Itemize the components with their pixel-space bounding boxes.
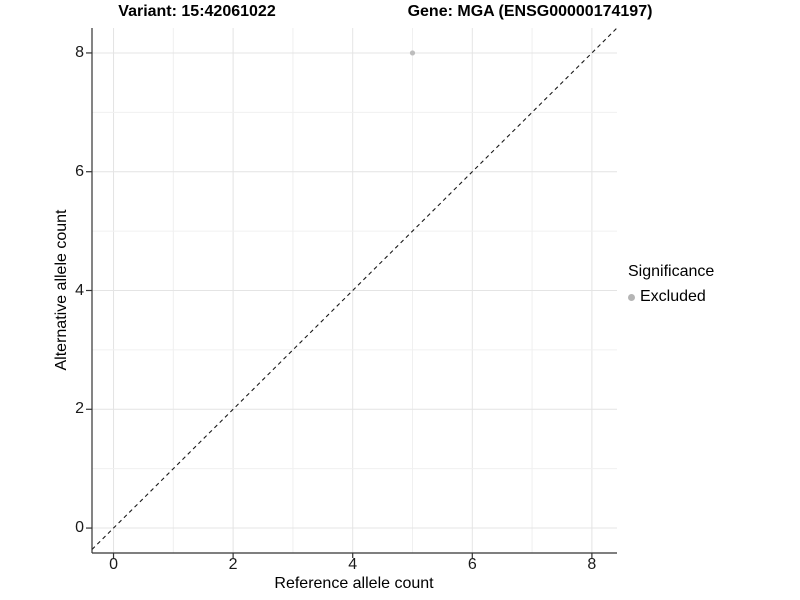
y-tick-label: 2 (75, 400, 84, 418)
legend: Significance Excluded (628, 263, 714, 306)
plot-panel (86, 27, 618, 558)
y-tick-label: 6 (75, 162, 84, 180)
legend-item-label: Excluded (640, 288, 706, 305)
y-tick-label: 8 (75, 43, 84, 61)
data-point (409, 50, 416, 56)
plot-canvas (86, 27, 618, 558)
identity-line (91, 27, 618, 550)
y-tick-label: 0 (75, 519, 84, 537)
x-tick-label: 2 (228, 556, 238, 573)
x-axis-title: Reference allele count (274, 575, 434, 592)
x-tick-label: 8 (587, 556, 597, 573)
excluded-point-icon (628, 293, 635, 301)
y-axis-title: Alternative allele count (53, 209, 70, 371)
legend-title: Significance (628, 263, 715, 280)
x-tick-label: 6 (467, 556, 477, 573)
y-tick-label: 4 (75, 281, 84, 299)
variant-title: Variant: 15:42061022 (118, 3, 276, 20)
x-tick-label: 4 (348, 556, 358, 573)
x-tick-label: 0 (109, 556, 118, 573)
legend-item-excluded: Excluded (628, 288, 714, 306)
gene-title: Gene: MGA (ENSG00000174197) (407, 3, 653, 20)
